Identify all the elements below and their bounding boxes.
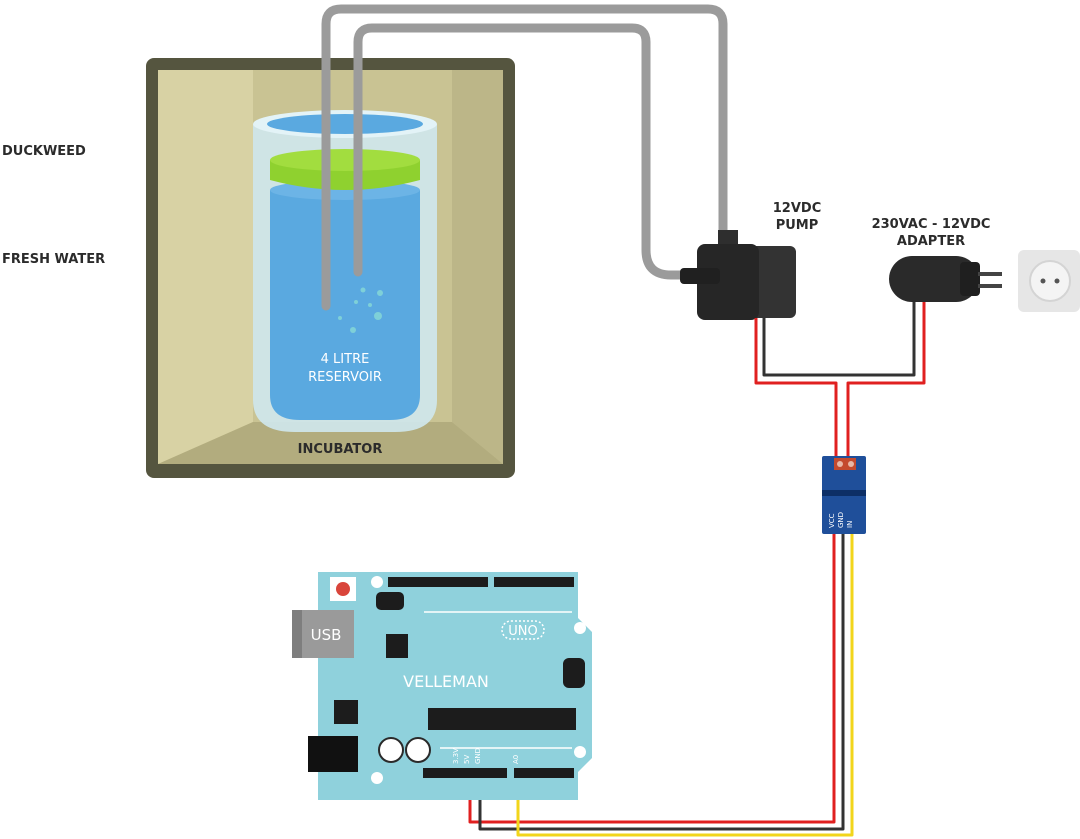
bubble [354, 300, 358, 304]
relay-terminal [834, 458, 856, 470]
adapter: 230VAC - 12VDC ADAPTER [872, 217, 1002, 302]
pump-red-wire [754, 318, 838, 460]
digital-header-right [494, 577, 574, 587]
voltage-regulator [334, 700, 358, 724]
fresh-water-label: FRESH WATER [2, 252, 105, 267]
bubble [350, 327, 356, 333]
incubator-left-wall [158, 70, 253, 464]
arduino-board: UNO USB VELLEMAN 3.3V 5V GND A0 [292, 572, 592, 800]
relay-pin-in: IN [846, 521, 854, 528]
power-header [423, 768, 507, 778]
pump: 12VDC PUMP [680, 201, 821, 320]
analog-header [514, 768, 574, 778]
power-wires [754, 302, 926, 460]
incubator-right-wall [452, 70, 503, 464]
board-brand: VELLEMAN [403, 672, 489, 691]
relay-pin-gnd: GND [837, 512, 845, 528]
pump-housing [697, 244, 759, 320]
pin-label-a0: A0 [512, 755, 520, 764]
pin-label-5v: 5V [463, 755, 471, 764]
pump-outlet-nozzle [718, 230, 738, 246]
microcontroller [428, 708, 576, 730]
mounting-hole [574, 622, 586, 634]
pump-black-wire [762, 302, 916, 377]
reservoir-label-line2: RESERVOIR [308, 370, 382, 385]
mounting-hole [574, 746, 586, 758]
adapter-red-wire [846, 302, 926, 460]
adapter-plug-head [960, 262, 980, 296]
mounting-hole [371, 576, 383, 588]
digital-header-left [388, 577, 488, 587]
socket-hole [1054, 278, 1060, 284]
relay-screw [837, 461, 843, 467]
socket-hole [1040, 278, 1046, 284]
mounting-hole [371, 772, 383, 784]
adapter-body [889, 256, 979, 302]
dc-jack [308, 736, 358, 772]
reservoir-top-water [267, 114, 423, 134]
board-model: UNO [508, 624, 537, 639]
usb-port-edge [292, 610, 302, 658]
water [270, 190, 420, 420]
relay-screw [848, 461, 854, 467]
signal-wire [516, 534, 854, 837]
bubble [377, 290, 383, 296]
capacitor [378, 737, 404, 763]
chip-small [386, 634, 408, 658]
socket-face [1029, 260, 1071, 302]
outlet-tube [321, 4, 728, 311]
reset-button [336, 582, 350, 596]
gnd-wire [478, 534, 845, 831]
pump-label-line2: PUMP [776, 218, 819, 233]
adapter-label-line1: 230VAC - 12VDC [872, 217, 991, 232]
adapter-prong [978, 284, 1002, 288]
pin-label-gnd: GND [474, 748, 482, 764]
wall-socket [1018, 250, 1080, 312]
usb-port [292, 610, 354, 658]
adapter-prong [978, 272, 1002, 276]
reservoir-label-line1: 4 LITRE [321, 352, 370, 367]
duckweed-label: DUCKWEED [2, 144, 86, 159]
bubble [368, 303, 372, 307]
adapter-label-line2: ADAPTER [897, 234, 965, 249]
incubator-label: INCUBATOR [298, 442, 383, 457]
duckweed-top [270, 149, 420, 171]
uno-badge [501, 620, 545, 640]
relay-module: VCC GND IN [822, 456, 866, 534]
reservoir: 4 LITRE RESERVOIR [253, 110, 437, 432]
relay-component [822, 490, 866, 496]
bubble [338, 316, 342, 320]
inlet-tube [353, 23, 695, 280]
pump-label-line1: 12VDC [773, 201, 821, 216]
tubes [321, 4, 728, 311]
capacitor [405, 737, 431, 763]
icsp-header [376, 592, 404, 610]
usb-label: USB [311, 626, 342, 644]
bubble [374, 312, 382, 320]
relay-pin-vcc: VCC [828, 513, 836, 528]
incubator-floor [158, 422, 503, 464]
pin-label-3v3: 3.3V [452, 748, 460, 764]
crystal [563, 658, 585, 688]
pump-inlet-nozzle [680, 268, 720, 284]
bubble [360, 287, 366, 293]
